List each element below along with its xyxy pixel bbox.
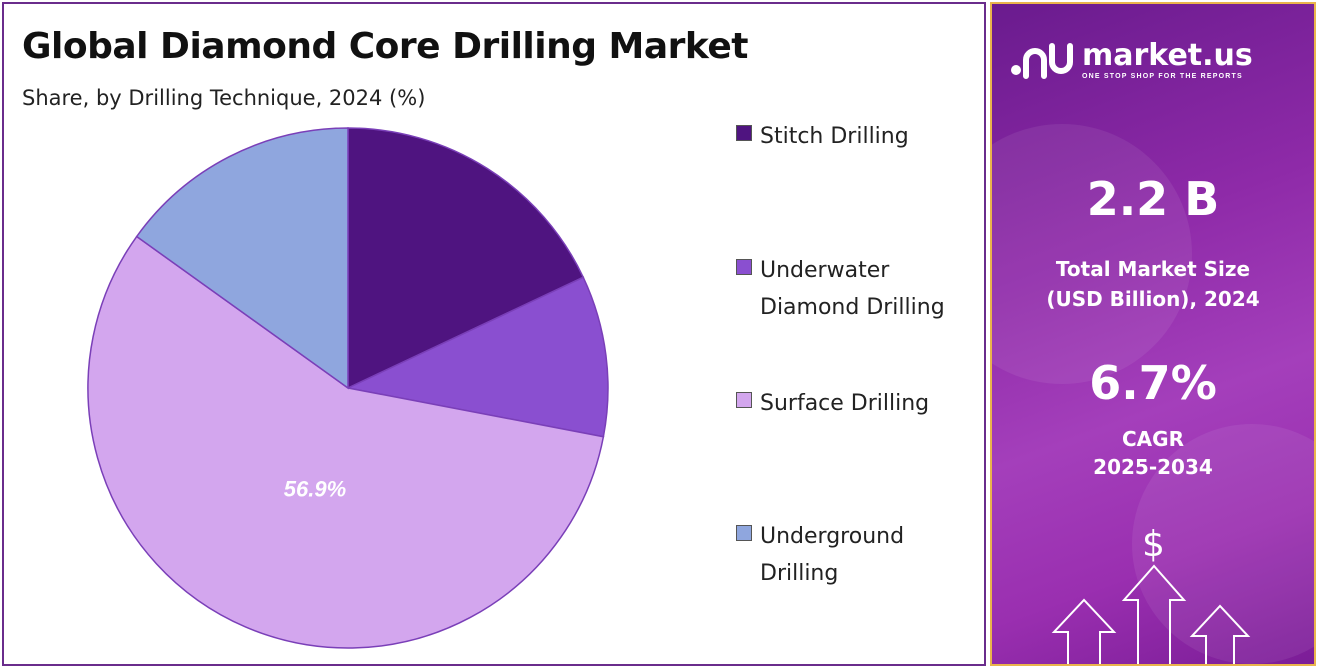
pie-chart: 56.9% (87, 127, 609, 649)
pie-slice-underwater-diamond-drilling (345, 276, 609, 438)
summary-panel: market.us ONE STOP SHOP FOR THE REPORTS … (990, 2, 1316, 666)
market-us-logo: market.us ONE STOP SHOP FOR THE REPORTS (1010, 40, 1253, 80)
legend-item-underwater-diamond-drilling: Underwater Diamond Drilling (736, 252, 975, 326)
legend-swatch (736, 392, 752, 408)
background-shape (992, 124, 1192, 384)
logo-name: market.us (1082, 37, 1253, 73)
chart-panel: Global Diamond Core Drilling Market Shar… (2, 2, 986, 666)
legend-swatch (736, 125, 752, 141)
pie-slice-underground-drilling (135, 127, 349, 390)
pie-data-label: 56.9% (284, 476, 346, 501)
legend-item-surface-drilling: Surface Drilling (736, 385, 975, 422)
logo-tagline: ONE STOP SHOP FOR THE REPORTS (1082, 72, 1243, 80)
pie-labels: 56.9% (284, 476, 346, 501)
market-size-label-line2: (USD Billion), 2024 (1046, 287, 1260, 311)
chart-title: Global Diamond Core Drilling Market (22, 26, 749, 67)
background-shape (1132, 424, 1314, 664)
legend-item-underground-drilling: Underground Drilling (736, 518, 975, 592)
legend-swatch (736, 525, 752, 541)
legend-label: Underwater Diamond Drilling (760, 258, 945, 320)
pie-slice-surface-drilling (87, 235, 605, 649)
legend-swatch (736, 259, 752, 275)
legend-item-stitch-drilling: Stitch Drilling (736, 118, 975, 155)
chart-subtitle: Share, by Drilling Technique, 2024 (%) (22, 86, 426, 110)
cagr-value: 6.7% (1089, 356, 1217, 410)
growth-arrows-icon (1051, 564, 1251, 664)
legend-label: Stitch Drilling (760, 124, 909, 149)
pie-slice-stitch-drilling (347, 127, 585, 390)
legend-label: Surface Drilling (760, 391, 930, 416)
market-size-label-line1: Total Market Size (1055, 257, 1251, 281)
legend-label: Underground Drilling (760, 524, 905, 586)
market-us-logo-icon (1011, 43, 1073, 79)
dollar-icon: $ (1142, 524, 1165, 565)
pie-slices (87, 127, 609, 649)
market-size-value: 2.2 B (1086, 172, 1220, 226)
cagr-label-line2: 2025-2034 (1093, 455, 1213, 479)
cagr-label-line1: CAGR (1122, 427, 1184, 451)
